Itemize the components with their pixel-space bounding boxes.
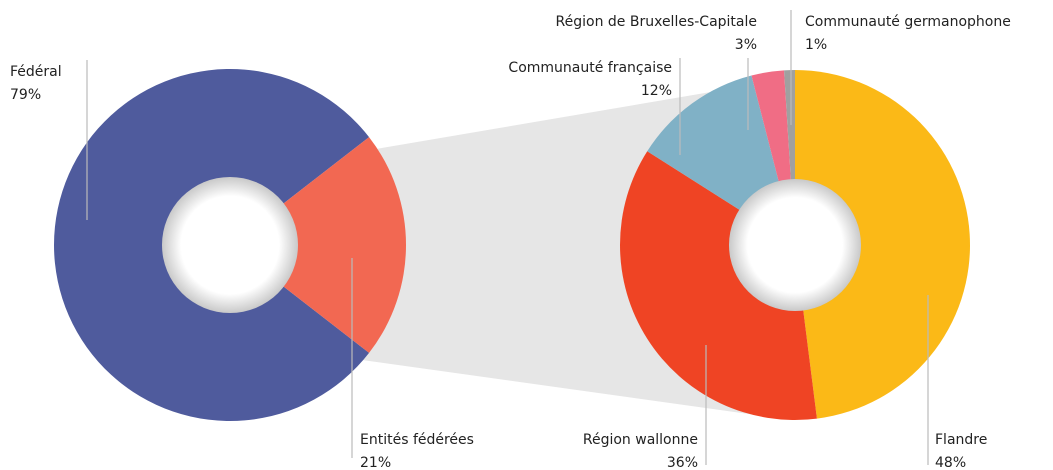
pie-slice	[795, 70, 970, 419]
slice-value: 21%	[360, 455, 391, 470]
slice-value: 79%	[10, 87, 41, 103]
slice-value: 3%	[735, 37, 757, 53]
slice-value: 1%	[805, 37, 827, 53]
pie-slice	[620, 151, 817, 420]
slice-value: 48%	[935, 455, 966, 470]
slice-value: 36%	[667, 455, 698, 470]
slice-label: Communauté française	[508, 60, 672, 76]
slice-label: Région wallonne	[583, 432, 698, 448]
slice-label: Entités fédérées	[360, 432, 474, 448]
donut-hole	[729, 179, 861, 311]
slice-label: Communauté germanophone	[805, 14, 1011, 30]
slice-label: Flandre	[935, 432, 987, 448]
slice-label: Région de Bruxelles-Capitale	[556, 14, 757, 30]
slice-value: 12%	[641, 83, 672, 99]
slice-label: Fédéral	[10, 64, 62, 80]
pie-slice	[230, 137, 407, 353]
donut-hole	[162, 177, 298, 313]
